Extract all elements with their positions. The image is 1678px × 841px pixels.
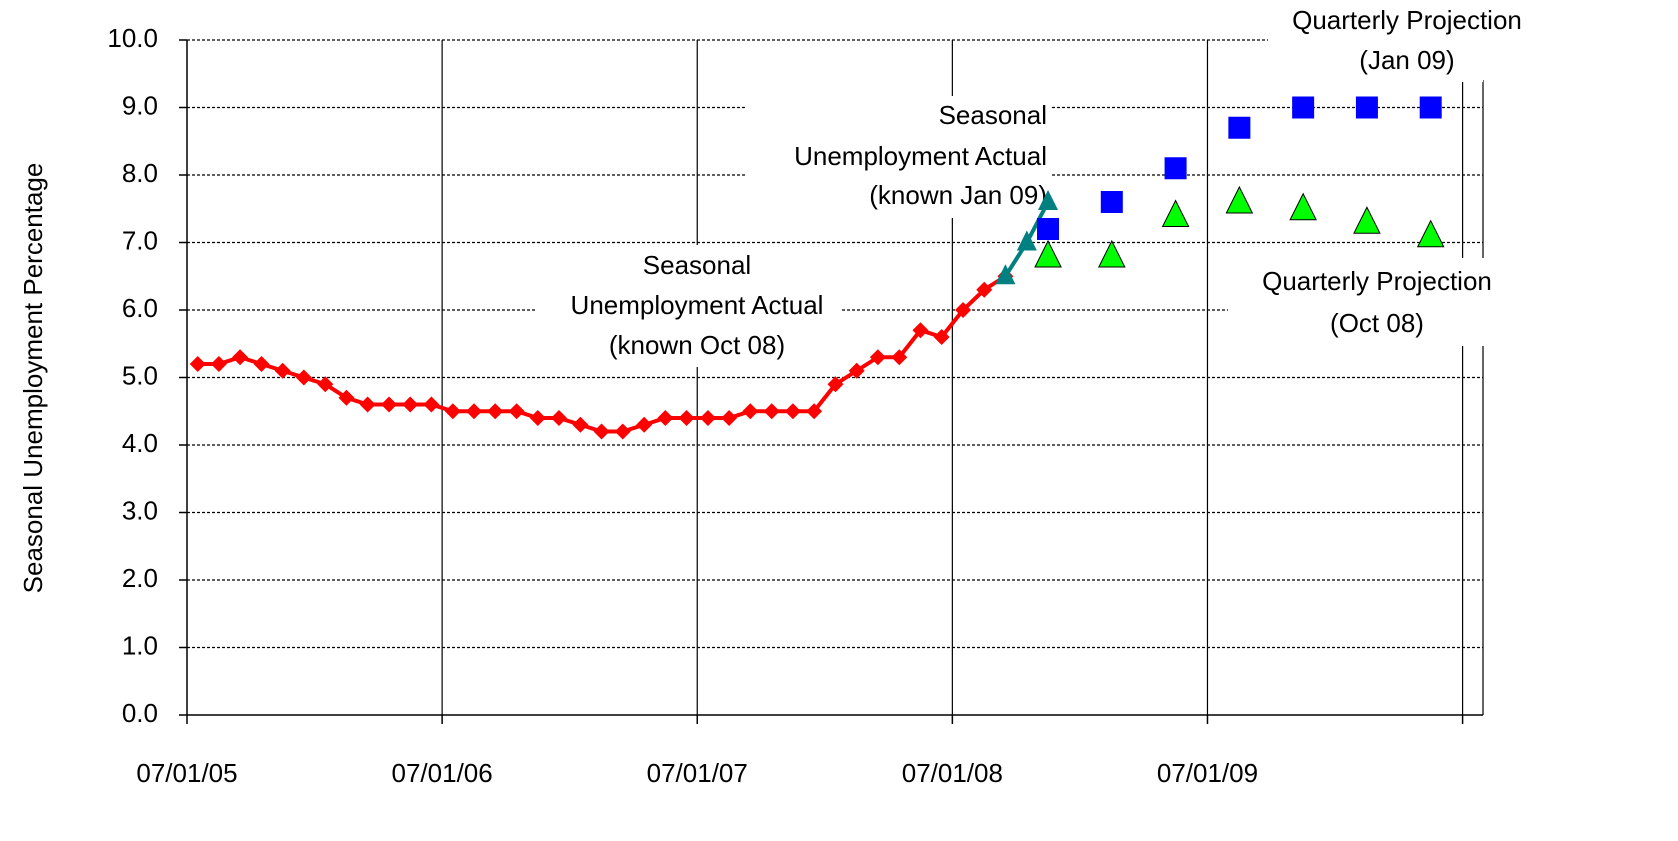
annotation-text: (known Oct 08): [609, 330, 785, 360]
triangle-marker: [1097, 239, 1126, 268]
diamond-marker: [487, 403, 504, 420]
annotation-text: (Jan 09): [1359, 45, 1454, 75]
triangle-marker: [1289, 192, 1317, 221]
diamond-marker: [912, 322, 929, 339]
diamond-marker: [593, 423, 610, 440]
annotation-text: Seasonal: [939, 100, 1047, 130]
annotation-box: [535, 245, 840, 367]
annotation-box: [745, 96, 1050, 218]
diamond-marker: [232, 349, 249, 366]
diamond-marker: [721, 410, 738, 426]
diamond-marker: [678, 410, 695, 426]
diamond-marker: [806, 403, 823, 420]
diamond-marker: [210, 356, 227, 372]
diamond-marker: [423, 396, 440, 413]
diamond-marker: [508, 403, 525, 420]
square-marker: [1355, 96, 1378, 119]
y-tick-label: 5.0: [122, 360, 158, 390]
square-marker: [1419, 96, 1442, 119]
y-tick-label: 6.0: [122, 293, 158, 323]
annotation-text: (Oct 08): [1330, 308, 1424, 338]
y-tick-label: 1.0: [122, 630, 158, 660]
annotation-box: [1268, 0, 1483, 82]
diamond-marker: [295, 369, 312, 386]
triangle-marker: [1034, 239, 1062, 268]
diamond-marker: [317, 376, 334, 393]
diamond-marker: [636, 416, 653, 433]
annotation-text: Quarterly Projection: [1292, 5, 1522, 35]
annotation-text: Seasonal: [643, 250, 751, 280]
square-marker: [1037, 218, 1060, 240]
x-tick-label: 07/01/09: [1157, 758, 1258, 788]
diamond-marker: [444, 403, 461, 420]
diamond-marker: [848, 362, 865, 379]
triangle-marker: [1416, 219, 1445, 248]
y-tick-label: 4.0: [122, 428, 158, 458]
y-tick-label: 2.0: [122, 563, 158, 593]
diamond-marker: [891, 349, 908, 366]
square-marker: [1164, 157, 1187, 180]
diamond-marker: [381, 396, 398, 413]
x-tick-label: 07/01/05: [136, 758, 237, 788]
y-tick-label: 10.0: [107, 23, 158, 53]
diamond-marker: [742, 403, 759, 420]
diamond-marker: [657, 410, 674, 426]
y-tick-label: 0.0: [122, 698, 158, 728]
diamond-marker: [784, 403, 801, 420]
x-tick-label: 07/01/08: [902, 758, 1003, 788]
diamond-marker: [572, 416, 589, 433]
diamond-marker: [869, 349, 886, 366]
diamond-marker: [274, 362, 291, 379]
triangle-marker: [1038, 190, 1059, 210]
diamond-marker: [466, 403, 483, 420]
annotation-box: [1228, 258, 1518, 346]
triangle-marker: [1161, 199, 1190, 227]
triangle-marker: [995, 264, 1016, 285]
diamond-marker: [550, 410, 567, 426]
diamond-marker: [933, 329, 950, 345]
y-tick-label: 7.0: [122, 225, 158, 255]
diamond-marker: [699, 410, 716, 426]
diamond-marker: [402, 396, 419, 413]
triangle-marker: [1225, 185, 1254, 214]
diamond-marker: [253, 356, 270, 372]
annotation-text: Unemployment Actual: [571, 290, 824, 320]
triangle-marker: [1353, 206, 1381, 234]
square-marker: [1100, 191, 1123, 213]
square-marker: [1228, 116, 1251, 139]
diamond-marker: [763, 403, 780, 420]
triangle-marker: [1016, 230, 1037, 251]
diamond-marker: [529, 410, 546, 426]
x-tick-label: 07/01/06: [392, 758, 493, 788]
y-tick-label: 8.0: [122, 158, 158, 188]
diamond-marker: [614, 423, 631, 440]
annotation-text: (known Jan 09): [869, 180, 1047, 210]
diamond-marker: [976, 281, 993, 298]
diamond-marker: [955, 302, 972, 318]
annotation-text: Quarterly Projection: [1262, 266, 1492, 296]
x-tick-label: 07/01/07: [647, 758, 748, 788]
y-tick-label: 3.0: [122, 495, 158, 525]
diamond-marker: [338, 389, 355, 406]
diamond-marker: [189, 356, 206, 372]
y-axis-label: Seasonal Unemployment Percentage: [18, 163, 48, 594]
annotation-text: Unemployment Actual: [794, 141, 1047, 171]
square-marker: [1292, 96, 1315, 119]
y-tick-label: 9.0: [122, 90, 158, 120]
diamond-marker: [827, 376, 844, 393]
diamond-marker: [359, 396, 376, 413]
